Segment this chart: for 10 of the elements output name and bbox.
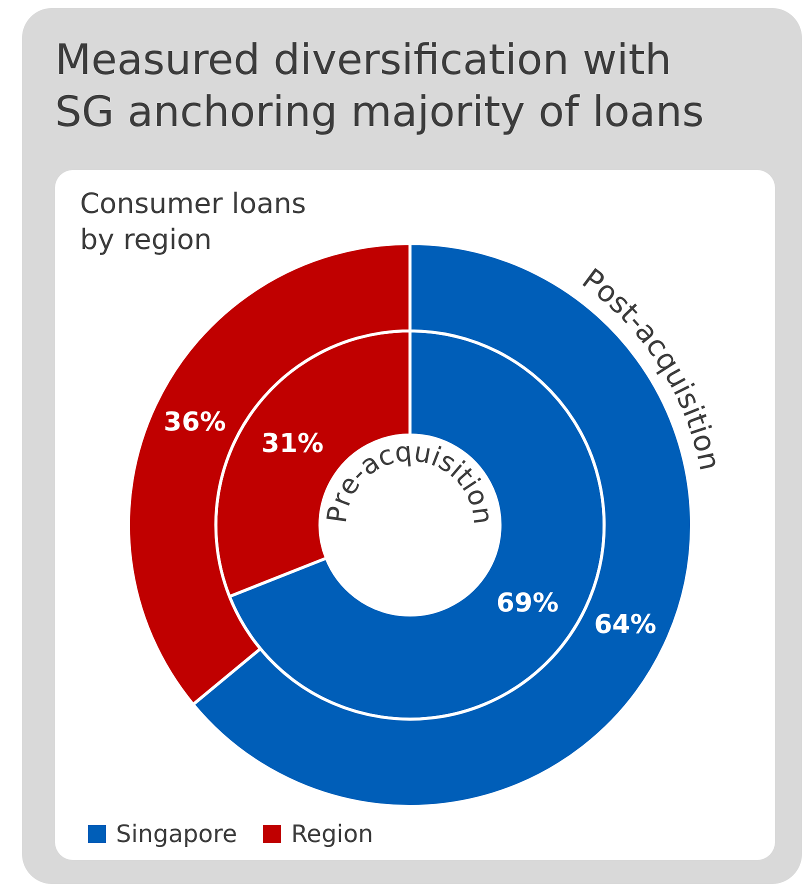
text: Pre-acquisition xyxy=(322,436,498,526)
chart-subtitle: Consumer loans by region xyxy=(80,186,308,258)
data-label: 36% xyxy=(164,407,226,438)
text: Post-acquisition xyxy=(576,262,728,474)
data-label: 69% xyxy=(496,588,559,619)
data-label: 31% xyxy=(261,428,324,459)
legend-label: Region xyxy=(290,820,374,848)
chart-title: Measured diversification with SG anchoring majority of loans xyxy=(55,34,705,138)
legend-label: Singapore xyxy=(115,820,238,848)
data-label: 64% xyxy=(594,610,656,640)
